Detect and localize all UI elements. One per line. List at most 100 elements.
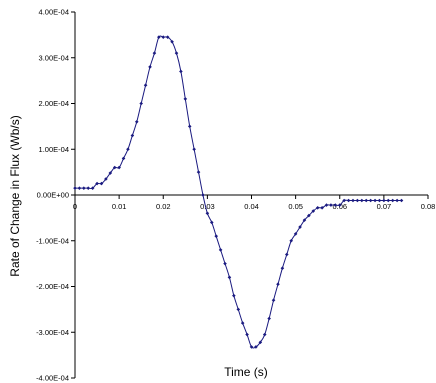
x-tick-label: 0.03 xyxy=(200,202,215,211)
data-point xyxy=(351,198,355,203)
data-point xyxy=(364,198,369,203)
y-tick-label: -4.00E-04 xyxy=(36,374,69,383)
series-layer xyxy=(73,35,404,349)
data-point xyxy=(152,51,157,55)
data-point xyxy=(82,186,86,190)
data-point xyxy=(271,298,276,303)
data-point xyxy=(218,248,223,252)
data-point xyxy=(276,282,280,287)
data-point xyxy=(311,209,316,213)
data-point xyxy=(320,206,324,210)
x-tick-label: 0.07 xyxy=(377,202,392,211)
data-point xyxy=(249,345,254,349)
data-point xyxy=(307,213,311,218)
data-point xyxy=(117,165,121,170)
data-point xyxy=(108,171,113,175)
x-tick-label: 0.02 xyxy=(156,202,171,211)
data-point xyxy=(262,332,267,337)
x-tick-label: 0.08 xyxy=(421,202,436,211)
axes xyxy=(71,11,429,379)
data-point xyxy=(130,133,135,138)
data-point xyxy=(187,124,192,129)
x-axis-title: Time (s) xyxy=(224,365,268,379)
data-point xyxy=(232,293,236,298)
data-point xyxy=(240,321,245,325)
data-point xyxy=(139,101,143,106)
data-point xyxy=(355,198,360,203)
data-point xyxy=(342,198,346,203)
data-point xyxy=(214,234,218,238)
data-point xyxy=(258,340,263,345)
data-point xyxy=(121,156,126,161)
data-point xyxy=(192,147,196,152)
data-point xyxy=(205,211,210,216)
data-point xyxy=(165,35,170,39)
data-point xyxy=(183,97,188,101)
x-tick-label: 0.05 xyxy=(288,202,303,211)
data-point xyxy=(86,186,91,190)
data-point xyxy=(293,232,298,236)
data-point xyxy=(285,252,289,257)
x-tick-labels: 00.010.020.030.040.050.060.070.08 xyxy=(73,202,435,211)
x-tick-label: 0.01 xyxy=(112,202,127,211)
data-point xyxy=(280,266,285,270)
data-point xyxy=(329,203,333,207)
y-tick-label: -2.00E-04 xyxy=(36,282,69,291)
series-line xyxy=(75,35,402,349)
data-point xyxy=(390,198,395,203)
data-point xyxy=(227,275,232,280)
data-point xyxy=(77,186,82,190)
data-point xyxy=(73,186,77,190)
data-point xyxy=(209,220,214,225)
x-tick-label: 0.04 xyxy=(244,202,259,211)
data-point xyxy=(201,193,205,197)
data-point xyxy=(126,147,130,152)
y-tick-label: 4.00E-04 xyxy=(39,8,69,17)
data-point xyxy=(170,39,174,44)
data-point xyxy=(112,165,117,170)
data-point xyxy=(324,203,329,207)
data-point xyxy=(333,203,338,207)
data-point xyxy=(254,345,258,349)
y-tick-label: 1.00E-04 xyxy=(39,145,69,154)
data-point xyxy=(373,198,377,203)
data-point xyxy=(196,170,201,174)
data-point xyxy=(134,120,139,124)
data-point xyxy=(382,198,386,203)
data-point xyxy=(99,181,104,186)
y-tick-label: 0.00E+00 xyxy=(37,191,69,200)
data-point xyxy=(346,198,351,203)
data-point xyxy=(143,83,148,87)
data-point xyxy=(315,206,320,210)
data-point xyxy=(395,198,399,203)
data-point xyxy=(368,198,373,203)
y-tick-label: 3.00E-04 xyxy=(39,53,69,62)
data-point xyxy=(289,238,294,243)
data-point xyxy=(179,69,183,74)
y-tick-label: 2.00E-04 xyxy=(39,99,69,108)
data-point xyxy=(337,203,342,207)
data-point xyxy=(95,181,99,186)
data-point xyxy=(148,65,152,69)
y-tick-label: -1.00E-04 xyxy=(36,236,69,245)
data-point xyxy=(298,225,302,229)
data-point xyxy=(104,177,108,181)
data-point xyxy=(161,35,166,39)
data-point xyxy=(223,261,227,266)
y-tick-label: -3.00E-04 xyxy=(36,328,69,337)
data-point xyxy=(399,198,404,203)
data-point xyxy=(90,186,95,190)
data-point xyxy=(360,198,364,203)
data-point xyxy=(386,198,391,203)
y-axis-title: Rate of Change in Flux (Wb/s) xyxy=(8,115,22,276)
y-tick-labels: 4.00E-04 3.00E-04 2.00E-04 1.00E-04 0.00E+00… xyxy=(36,8,69,383)
data-point xyxy=(302,218,307,222)
data-point xyxy=(377,198,382,203)
data-point xyxy=(236,307,241,312)
data-point xyxy=(157,35,161,39)
data-point xyxy=(267,316,271,321)
data-point xyxy=(245,332,249,337)
data-point xyxy=(174,51,179,55)
